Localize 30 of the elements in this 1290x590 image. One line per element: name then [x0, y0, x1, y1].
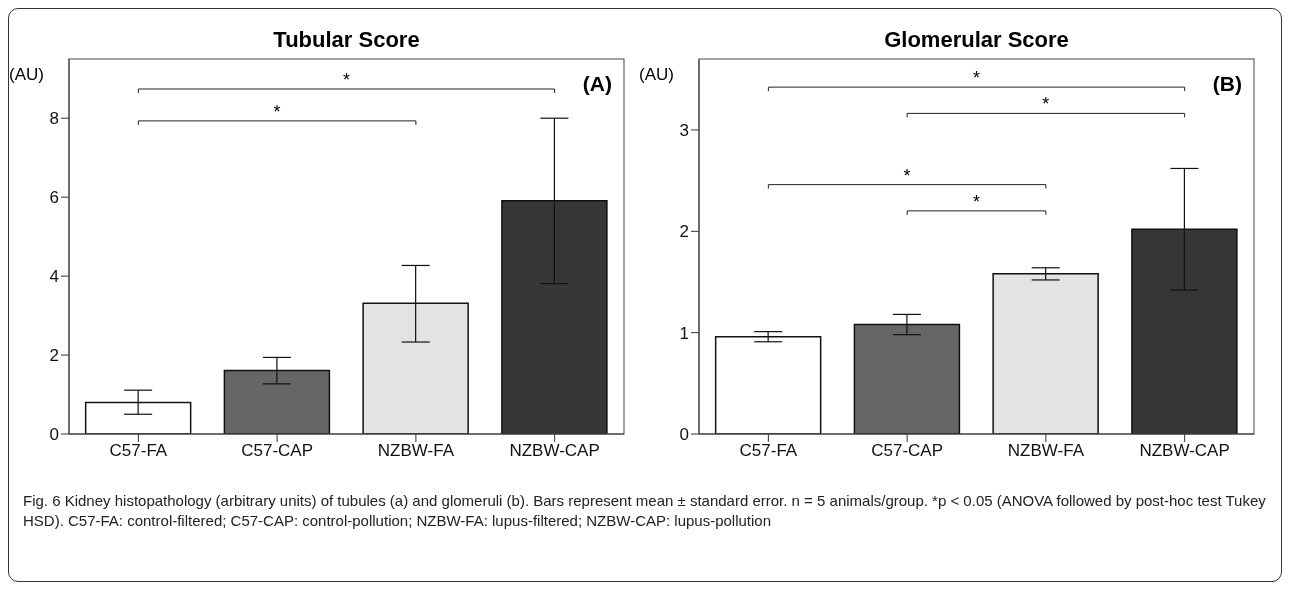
x-tick-label: NZBW-FA	[1007, 441, 1085, 461]
x-tick-label: NZBW-FA	[377, 441, 455, 461]
y-tick-label: 2	[49, 346, 59, 366]
x-tick-label: C57-FA	[739, 441, 798, 461]
chart-title: Tubular Score	[272, 27, 421, 53]
caption: Fig. 6 Kidney histopathology (arbitrary units) of tubules (a) and glomeruli (b). Bars represent mean ± standard error. n = 5 animals/group. *p < 0.05 (ANOVA followed by post-hoc test Tukey HSD). C57-FA: control-filtered; C57-CAP: control-pollution; NZBW-FA: lupus-filtered; NZBW-CAP: lupus-pollution	[22, 491, 1267, 531]
y-tick-label: 0	[49, 425, 59, 445]
annotation: *	[1042, 94, 1050, 115]
y-axis-title: (AU)	[9, 65, 44, 85]
y-tick-label: 3	[679, 120, 689, 140]
annotation: (B)	[1212, 72, 1242, 95]
annotation: *	[972, 191, 981, 212]
x-tick-label: C57-CAP	[241, 441, 314, 461]
y-tick-label: 0	[679, 425, 689, 445]
x-tick-label: C57-CAP	[871, 441, 944, 461]
x-tick-label: NZBW-CAP	[509, 441, 600, 461]
y-axis-title: (AU)	[639, 65, 674, 85]
y-tick-label: 4	[49, 267, 59, 287]
x-tick-label: C57-FA	[109, 441, 168, 461]
annotation: *	[972, 68, 981, 89]
chart-title: Glomerular Score	[883, 27, 1070, 53]
y-tick-label: 1	[679, 323, 689, 343]
annotation: (A)	[582, 72, 612, 95]
annotation: *	[903, 165, 911, 186]
y-tick-label: 6	[49, 188, 59, 208]
annotation: *	[342, 70, 351, 90]
y-tick-label: 8	[49, 109, 59, 129]
x-tick-label: NZBW-CAP	[1139, 441, 1230, 461]
annotation: *	[273, 101, 281, 122]
y-tick-label: 2	[679, 222, 689, 242]
